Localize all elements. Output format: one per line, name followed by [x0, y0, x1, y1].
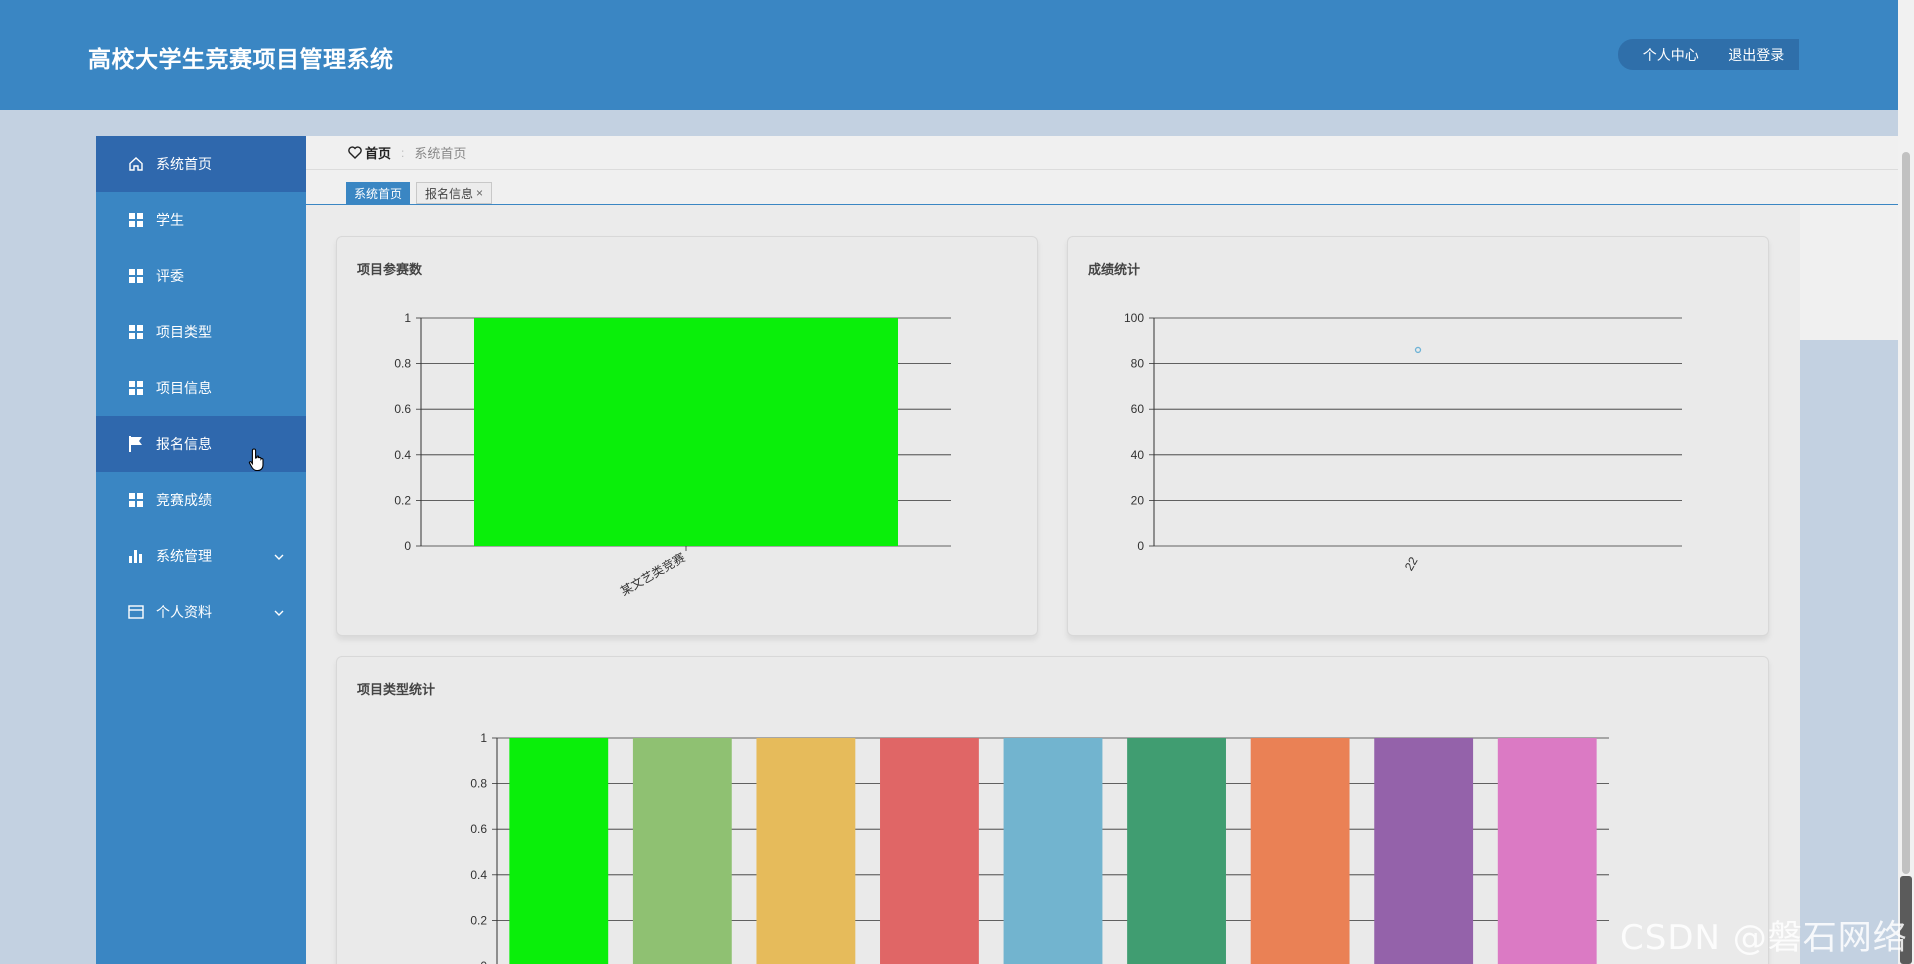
card-icon [128, 604, 144, 620]
x-tick-label: 22 [1402, 554, 1421, 573]
data-point [1414, 346, 1422, 354]
y-tick-label: 1 [480, 731, 487, 745]
chevron-down-icon [274, 604, 284, 620]
y-tick-label: 20 [1131, 493, 1145, 507]
sidebar-item-project-types[interactable]: 项目类型 [96, 304, 306, 360]
chart-title: 成绩统计 [1088, 262, 1141, 277]
y-tick-label: 0.2 [394, 493, 411, 507]
flag-icon [128, 436, 144, 452]
tab-label: 报名信息 [425, 186, 474, 201]
mouse-cursor-icon [248, 448, 266, 477]
bar [474, 318, 898, 546]
bar [880, 738, 979, 964]
main-area: 首页 : 系统首页 系统首页 报名信息 × 项目参赛数 0 0.2 0.4 0.6 0.… [306, 136, 1898, 964]
personal-center-link[interactable]: 个人中心 [1642, 46, 1699, 63]
y-tick-label: 0.4 [394, 448, 411, 462]
y-tick-label: 0.6 [394, 402, 411, 416]
grid-icon [128, 380, 144, 396]
y-tick-label: 0.2 [470, 913, 487, 927]
bar [1497, 738, 1597, 964]
bar-chart-icon [128, 548, 144, 564]
sidebar-item-home[interactable]: 系统首页 [96, 136, 306, 192]
breadcrumb-current: 系统首页 [414, 146, 467, 161]
scroll-handle[interactable] [1900, 876, 1912, 964]
bar [509, 738, 609, 964]
scrollbar-thumb[interactable] [1902, 152, 1910, 874]
sidebar-item-system-management[interactable]: 系统管理 [96, 528, 306, 584]
sidebar-item-label: 项目信息 [156, 380, 212, 396]
breadcrumb: 首页 : 系统首页 [306, 136, 1898, 170]
grid-icon [128, 212, 144, 228]
grid-icon [128, 324, 144, 340]
y-tick-label: 0 [1137, 539, 1144, 553]
top-header: 高校大学生竞赛项目管理系统 个人中心 退出登录 [0, 0, 1898, 110]
sidebar-item-label: 系统管理 [156, 548, 212, 564]
close-icon[interactable]: × [476, 186, 484, 200]
sidebar-item-label: 竞赛成绩 [156, 492, 212, 508]
x-tick-label: 某文艺类竞赛 [618, 550, 688, 599]
sidebar-item-scores[interactable]: 竞赛成绩 [96, 472, 306, 528]
chart-card-scores: 成绩统计 0 20 40 60 80 100 22 [1067, 236, 1769, 636]
y-tick-label: 0 [404, 539, 411, 553]
grid-icon [128, 492, 144, 508]
y-tick-label: 0 [480, 959, 487, 964]
project-types-chart: 0 0.2 0.4 0.6 0.8 1 [470, 731, 1609, 964]
bar [632, 738, 732, 964]
y-tick-label: 60 [1131, 402, 1145, 416]
y-tick-label: 1 [404, 311, 411, 325]
sidebar-item-label: 项目类型 [156, 324, 212, 340]
chevron-down-icon [274, 548, 284, 564]
bar [1127, 738, 1226, 964]
app-title: 高校大学生竞赛项目管理系统 [88, 46, 394, 72]
page-scrollbar[interactable] [1898, 0, 1914, 964]
breadcrumb-home-label: 首页 [365, 146, 392, 161]
tab-label: 系统首页 [354, 186, 403, 201]
sidebar-item-judges[interactable]: 评委 [96, 248, 306, 304]
sidebar-item-profile[interactable]: 个人资料 [96, 584, 306, 640]
scores-chart: 0 20 40 60 80 100 22 [1124, 311, 1682, 573]
y-tick-label: 0.8 [470, 777, 487, 791]
sidebar-item-students[interactable]: 学生 [96, 192, 306, 248]
bar [756, 738, 856, 964]
breadcrumb-separator: : [401, 145, 405, 160]
chart-card-project-types: 项目类型统计 0 0.2 0.4 0.6 0.8 1 [336, 656, 1769, 964]
tab-home[interactable]: 系统首页 [346, 182, 411, 204]
y-tick-label: 0.4 [470, 868, 487, 882]
sidebar-item-label: 个人资料 [156, 604, 212, 620]
sidebar-item-project-info[interactable]: 项目信息 [96, 360, 306, 416]
sidebar-item-label: 评委 [156, 268, 184, 284]
bar [1374, 738, 1474, 964]
logout-link[interactable]: 退出登录 [1728, 46, 1785, 63]
bar [1250, 738, 1350, 964]
y-tick-label: 100 [1124, 311, 1144, 325]
bar [1003, 738, 1103, 964]
y-tick-label: 0.6 [470, 822, 487, 836]
chart-title: 项目参赛数 [357, 262, 423, 277]
sidebar-item-label: 学生 [156, 212, 184, 228]
header-links: 个人中心 退出登录 [1618, 39, 1799, 70]
y-tick-label: 0.8 [394, 357, 411, 371]
sidebar-item-label: 报名信息 [156, 436, 212, 452]
watermark: CSDN @磐石网络 [1620, 918, 1908, 958]
sidebar: 系统首页 学生 评委 项目类型 项目信息 报名信息 竞赛成绩 [96, 136, 306, 964]
y-tick-label: 40 [1131, 448, 1145, 462]
tab-list: 系统首页 报名信息 × [346, 182, 498, 204]
tab-underline [306, 204, 1898, 205]
y-tick-label: 80 [1131, 357, 1145, 371]
home-icon [128, 156, 144, 172]
tab-registration[interactable]: 报名信息 × [416, 182, 493, 204]
participants-chart: 0 0.2 0.4 0.6 0.8 1 某文艺类竞赛 [394, 311, 951, 599]
chart-title: 项目类型统计 [357, 682, 436, 697]
dashboard-content: 项目参赛数 0 0.2 0.4 0.6 0.8 1 某文艺类竞赛 成绩统计 0 20 40 60 8… [306, 205, 1800, 964]
grid-icon [128, 268, 144, 284]
heart-icon [348, 146, 362, 159]
sidebar-item-label: 系统首页 [156, 156, 212, 172]
chart-card-participants: 项目参赛数 0 0.2 0.4 0.6 0.8 1 某文艺类竞赛 [336, 236, 1038, 636]
breadcrumb-home[interactable]: 首页 [348, 143, 391, 162]
sidebar-item-registration[interactable]: 报名信息 [96, 416, 306, 472]
